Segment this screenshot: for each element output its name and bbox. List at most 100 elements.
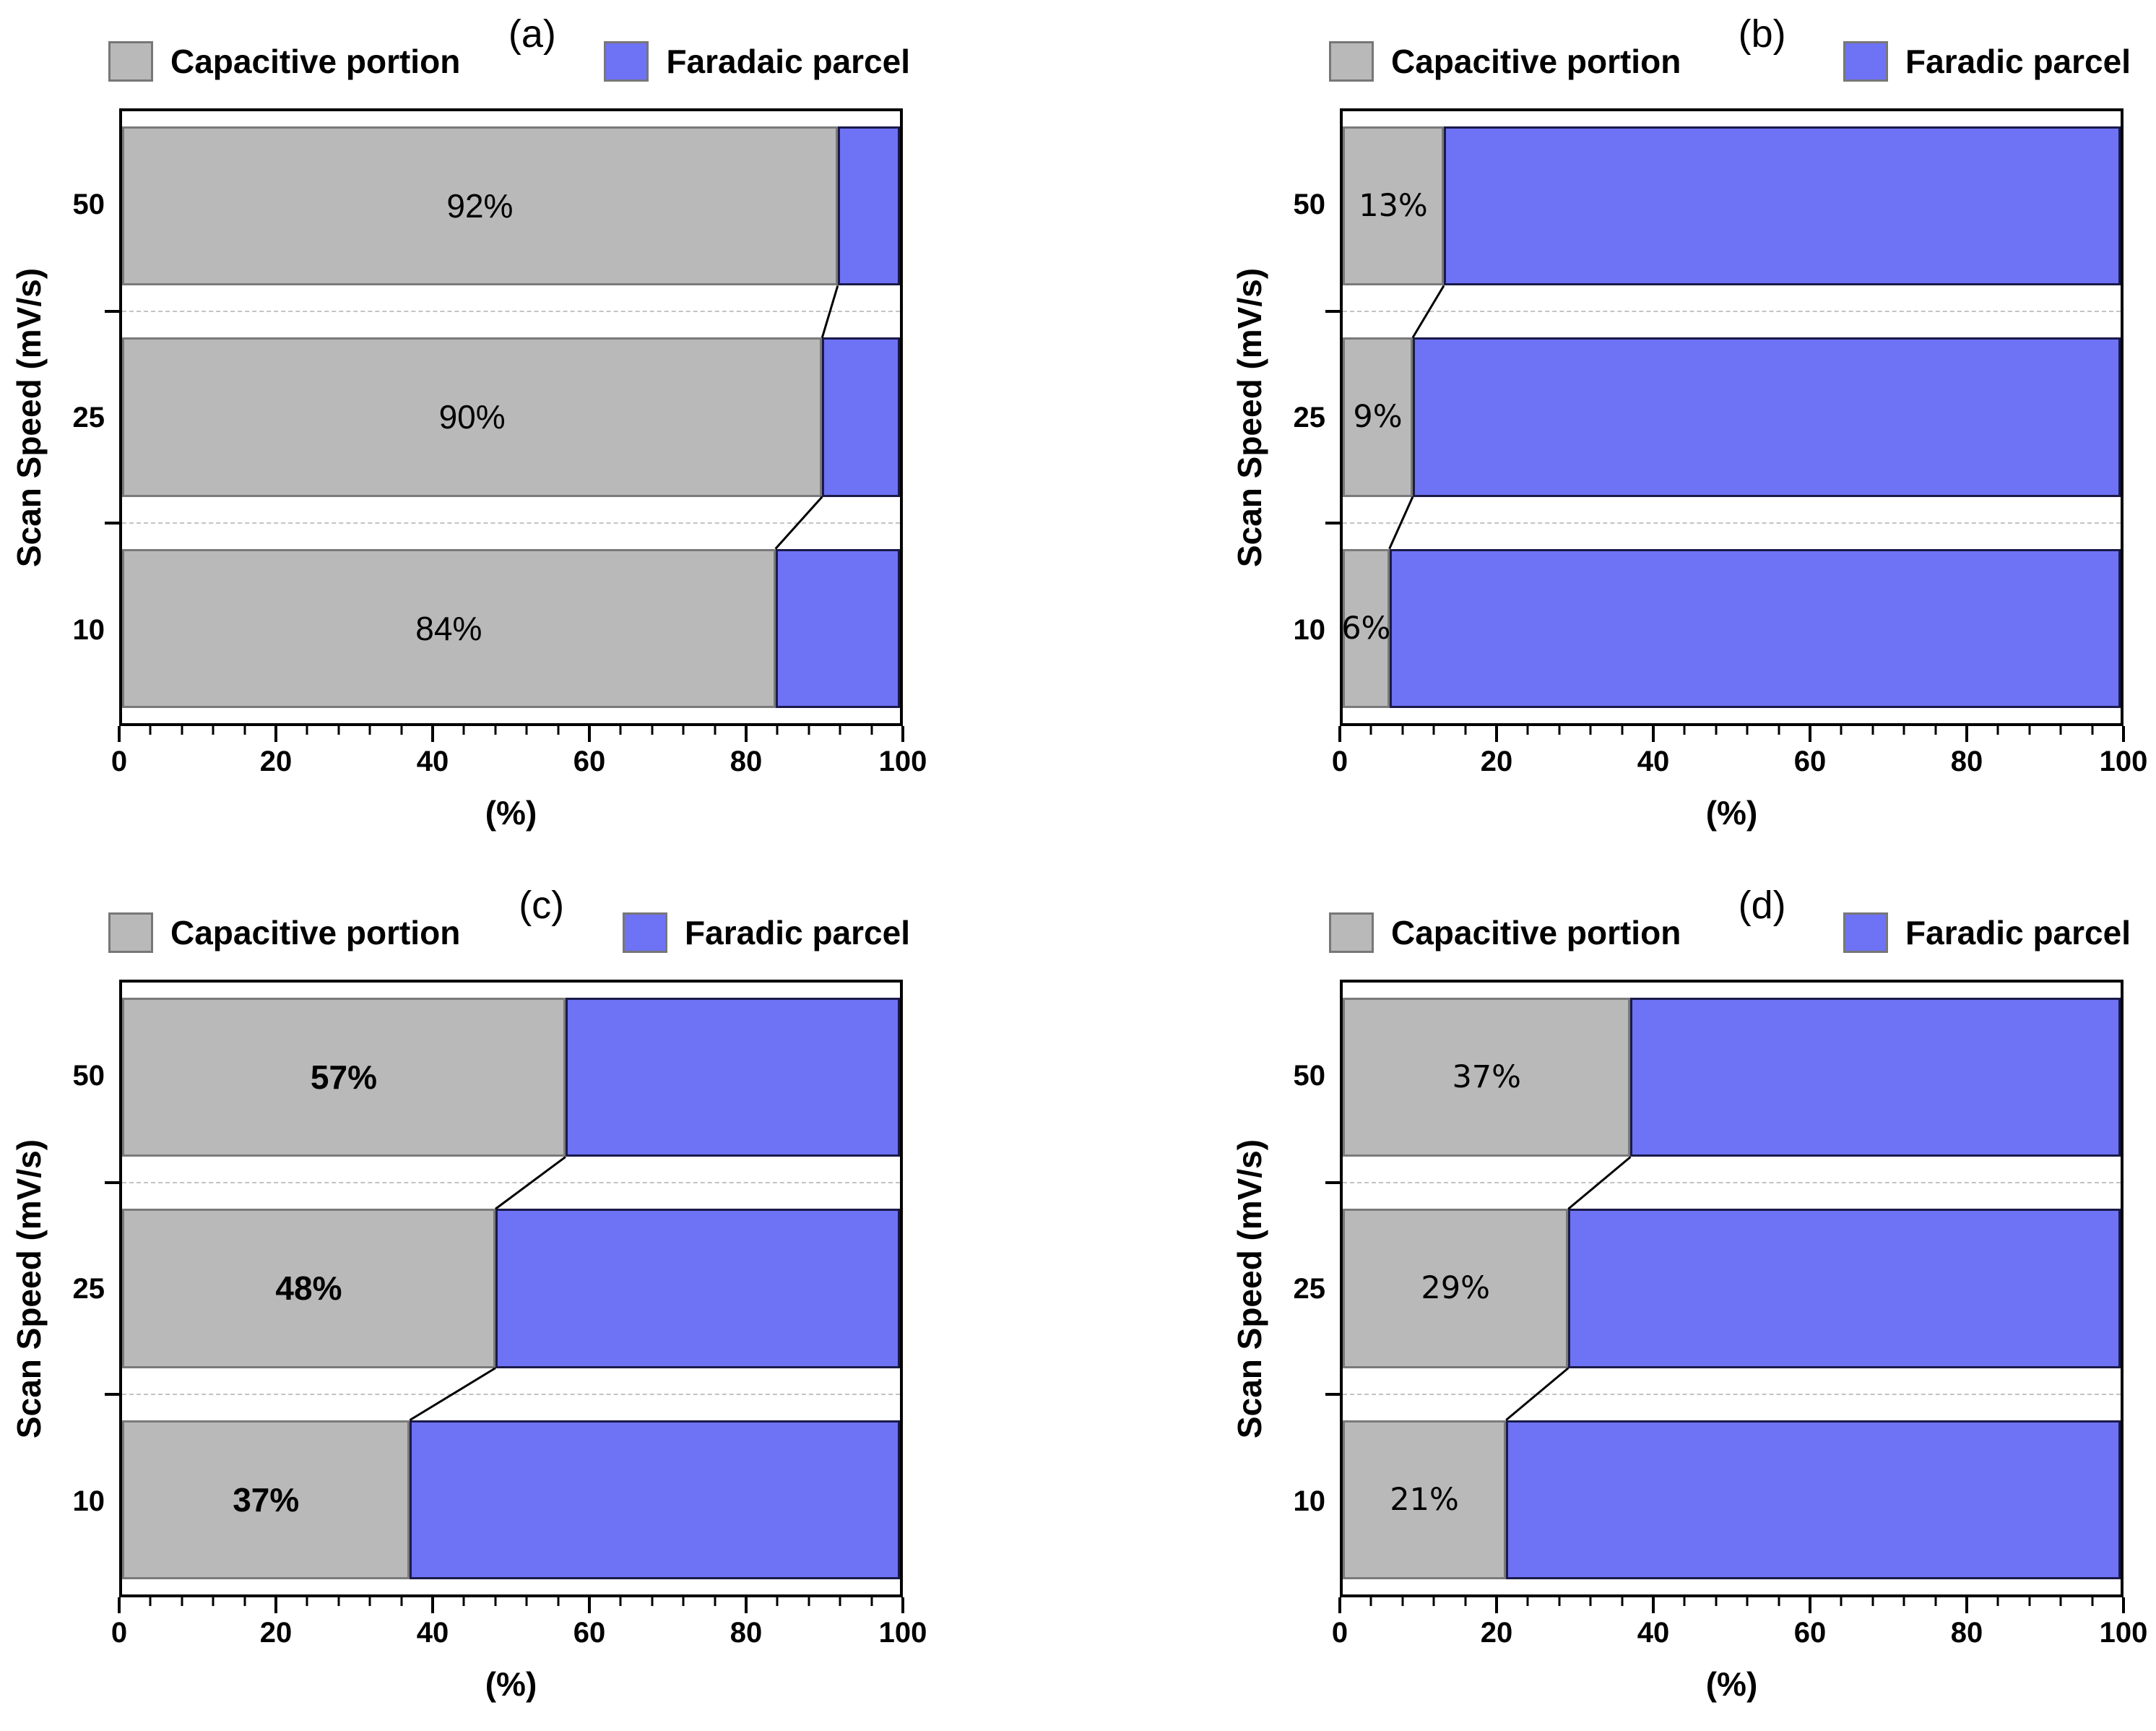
x-tick-label: 80 xyxy=(730,1617,763,1649)
x-axis-tick-minor xyxy=(682,726,685,735)
connector-line xyxy=(776,497,823,549)
gridline-dashed xyxy=(122,1182,900,1184)
bar-value-label: 21% xyxy=(1390,1481,1459,1518)
x-axis-tick-minor xyxy=(368,1597,371,1606)
x-axis-tick-minor xyxy=(525,726,528,735)
x-axis-tick-minor xyxy=(1432,1597,1435,1606)
y-axis-title: Scan Speed (mV/s) xyxy=(1231,267,1268,567)
legend-swatch-faradaic-icon xyxy=(604,41,649,82)
x-tick-label: 80 xyxy=(1950,746,1983,777)
connector-lines xyxy=(1343,983,2121,1594)
x-tick-label: 0 xyxy=(1331,746,1348,777)
bar-row: 92% xyxy=(122,126,900,286)
x-axis-tick-minor xyxy=(2028,1597,2031,1606)
gridline-dashed xyxy=(1343,1393,2121,1395)
x-axis-tick-minor xyxy=(1526,726,1529,735)
y-tick-label: 25 xyxy=(72,1272,105,1305)
bar-segment-faradaic xyxy=(822,337,900,497)
panel-d: Capacitive portion (d) Faradic parcel 37% 29… xyxy=(1221,871,2156,1731)
bar-segment-faradaic xyxy=(1444,126,2121,286)
legend-item-faradaic: Faradic parcel xyxy=(1843,912,2131,953)
legend-label-faradaic: Faradaic parcel xyxy=(666,43,910,80)
legend-row: Capacitive portion (b) Faradic parcel xyxy=(1329,12,2131,98)
plot-area: 57% 48% 37% xyxy=(105,980,903,1597)
y-axis-tick-minor xyxy=(1325,310,1340,314)
x-tick-label: 80 xyxy=(1950,1617,1983,1649)
x-axis-tick-major xyxy=(588,726,591,742)
x-axis-tick-minor xyxy=(1871,1597,1874,1606)
connector-line xyxy=(410,1368,495,1420)
x-axis-tick-minor xyxy=(1934,1597,1937,1606)
x-axis-tick-minor xyxy=(1621,1597,1624,1606)
y-tick-label: 50 xyxy=(1293,1059,1326,1092)
legend-label-faradaic: Faradic parcel xyxy=(1905,43,2131,80)
x-axis-tick-minor xyxy=(776,1597,779,1606)
y-tick-label: 25 xyxy=(1293,401,1326,433)
x-axis-tick-major xyxy=(1809,1597,1811,1613)
bar-segment-capacitive xyxy=(122,337,823,497)
x-tick-label: 60 xyxy=(573,746,606,777)
x-axis-ticks xyxy=(1338,1597,2125,1616)
bar-value-label: 37% xyxy=(1452,1059,1522,1096)
bar-segment-faradaic xyxy=(1412,337,2121,497)
x-axis-tick-minor xyxy=(808,1597,810,1606)
legend-row: Capacitive portion (a) Faradaic parcel xyxy=(108,12,910,98)
gridline-dashed xyxy=(122,522,900,524)
x-axis-tick-minor xyxy=(1902,1597,1905,1606)
x-axis-tick-minor xyxy=(1526,1597,1529,1606)
bar-segment-faradaic xyxy=(410,1420,900,1579)
legend-swatch-faradaic-icon xyxy=(1843,41,1889,82)
panel-a: Capacitive portion (a) Faradaic parcel 92% 9… xyxy=(0,0,968,860)
bar-segment-capacitive xyxy=(122,998,566,1157)
x-axis-tick-minor xyxy=(1778,1597,1780,1606)
bar-value-label: 90% xyxy=(438,398,506,436)
x-axis-tick-major xyxy=(1495,726,1498,742)
bar-segment-faradaic xyxy=(495,1209,900,1368)
x-axis-title: (%) xyxy=(1705,794,1758,832)
y-tick-label: 50 xyxy=(1293,188,1326,220)
y-axis-title: Scan Speed (mV/s) xyxy=(1231,1139,1268,1438)
x-axis-tick-minor xyxy=(1369,726,1372,735)
x-axis-tick-major xyxy=(1965,726,1968,742)
bar-value-label: 9% xyxy=(1353,399,1403,436)
x-axis-tick-minor xyxy=(494,726,497,735)
connector-line xyxy=(1413,285,1444,337)
connector-line xyxy=(495,1157,566,1209)
bar-row: 9% xyxy=(1343,337,2121,497)
legend-item-capacitive: Capacitive portion xyxy=(1329,41,1681,82)
y-tick-label: 25 xyxy=(72,401,105,433)
legend-label-faradaic: Faradic parcel xyxy=(685,914,910,951)
x-axis-tick-minor xyxy=(1369,1597,1372,1606)
bar-segment-capacitive xyxy=(1343,998,1631,1157)
x-tick-labels: 0 20 40 60 80 100 xyxy=(111,746,927,783)
connector-line xyxy=(1506,1368,1568,1420)
x-axis-tick-minor xyxy=(2059,726,2062,735)
x-tick-label: 0 xyxy=(111,1617,128,1649)
bar-value-label: 37% xyxy=(233,1480,300,1519)
x-axis-tick-minor xyxy=(1934,726,1937,735)
panel-title: (d) xyxy=(1738,884,1786,927)
connector-line xyxy=(822,285,838,337)
x-axis-tick-major xyxy=(274,1597,277,1613)
x-axis-tick-minor xyxy=(1432,726,1435,735)
connector-lines xyxy=(1343,111,2121,723)
legend-label-capacitive: Capacitive portion xyxy=(170,43,461,80)
legend-label-capacitive: Capacitive portion xyxy=(1391,914,1681,951)
x-axis-tick-minor xyxy=(870,1597,873,1606)
x-axis-tick-minor xyxy=(1902,726,1905,735)
bar-segment-capacitive xyxy=(122,548,776,708)
bar-segment-capacitive xyxy=(122,1420,410,1579)
gridline-dashed xyxy=(1343,522,2121,524)
x-tick-label: 60 xyxy=(1793,1617,1827,1649)
y-axis-tick-minor xyxy=(1325,521,1340,525)
bar-row: 29% xyxy=(1343,1209,2121,1368)
bar-value-label: 13% xyxy=(1359,188,1428,225)
x-axis-tick-minor xyxy=(1683,1597,1686,1606)
x-axis-tick-minor xyxy=(870,726,873,735)
x-axis-tick-minor xyxy=(839,1597,841,1606)
x-axis-tick-minor xyxy=(149,1597,152,1606)
x-axis-tick-minor xyxy=(714,1597,716,1606)
x-axis-tick-major xyxy=(1652,726,1655,742)
y-axis-title: Scan Speed (mV/s) xyxy=(10,267,48,567)
y-axis-tick-minor xyxy=(1325,1392,1340,1396)
